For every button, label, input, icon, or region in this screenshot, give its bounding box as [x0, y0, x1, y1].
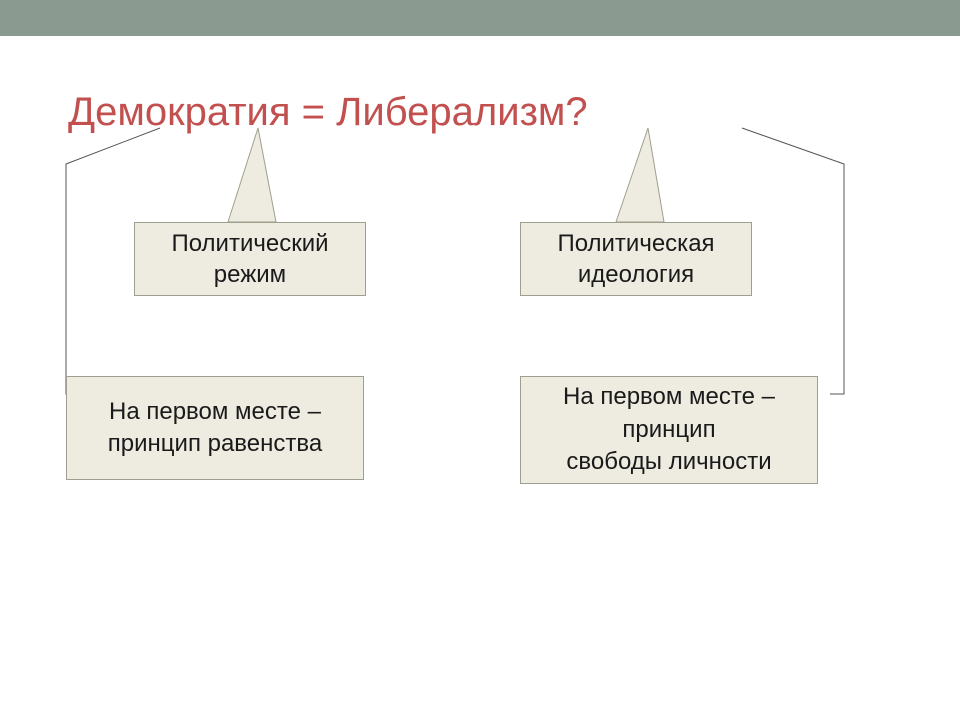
principle-freedom-box: На первом месте – принцип свободы личнос…: [520, 376, 818, 484]
callout-right-text: Политическая идеология: [557, 228, 714, 290]
principle-equality-text: На первом месте – принцип равенства: [108, 396, 322, 461]
slide-area: Демократия = Либерализм? Политический ре…: [14, 36, 946, 706]
bottom-left-line1: На первом месте –: [109, 398, 321, 425]
principle-freedom-text: На первом месте – принцип свободы личнос…: [563, 381, 775, 478]
principle-equality-box: На первом месте – принцип равенства: [66, 376, 364, 480]
bottom-right-line1: На первом месте –: [563, 383, 775, 410]
callout-right-line2: идеология: [578, 261, 694, 288]
bottom-right-line3: свободы личности: [566, 448, 771, 475]
bottom-right-line2: принцип: [622, 416, 715, 443]
callout-box-right: Политическая идеология: [520, 222, 752, 296]
callout-pointer-right: [14, 36, 944, 696]
bottom-left-line2: принцип равенства: [108, 430, 322, 457]
top-bar: [0, 0, 960, 36]
callout-right-line1: Политическая: [557, 230, 714, 257]
